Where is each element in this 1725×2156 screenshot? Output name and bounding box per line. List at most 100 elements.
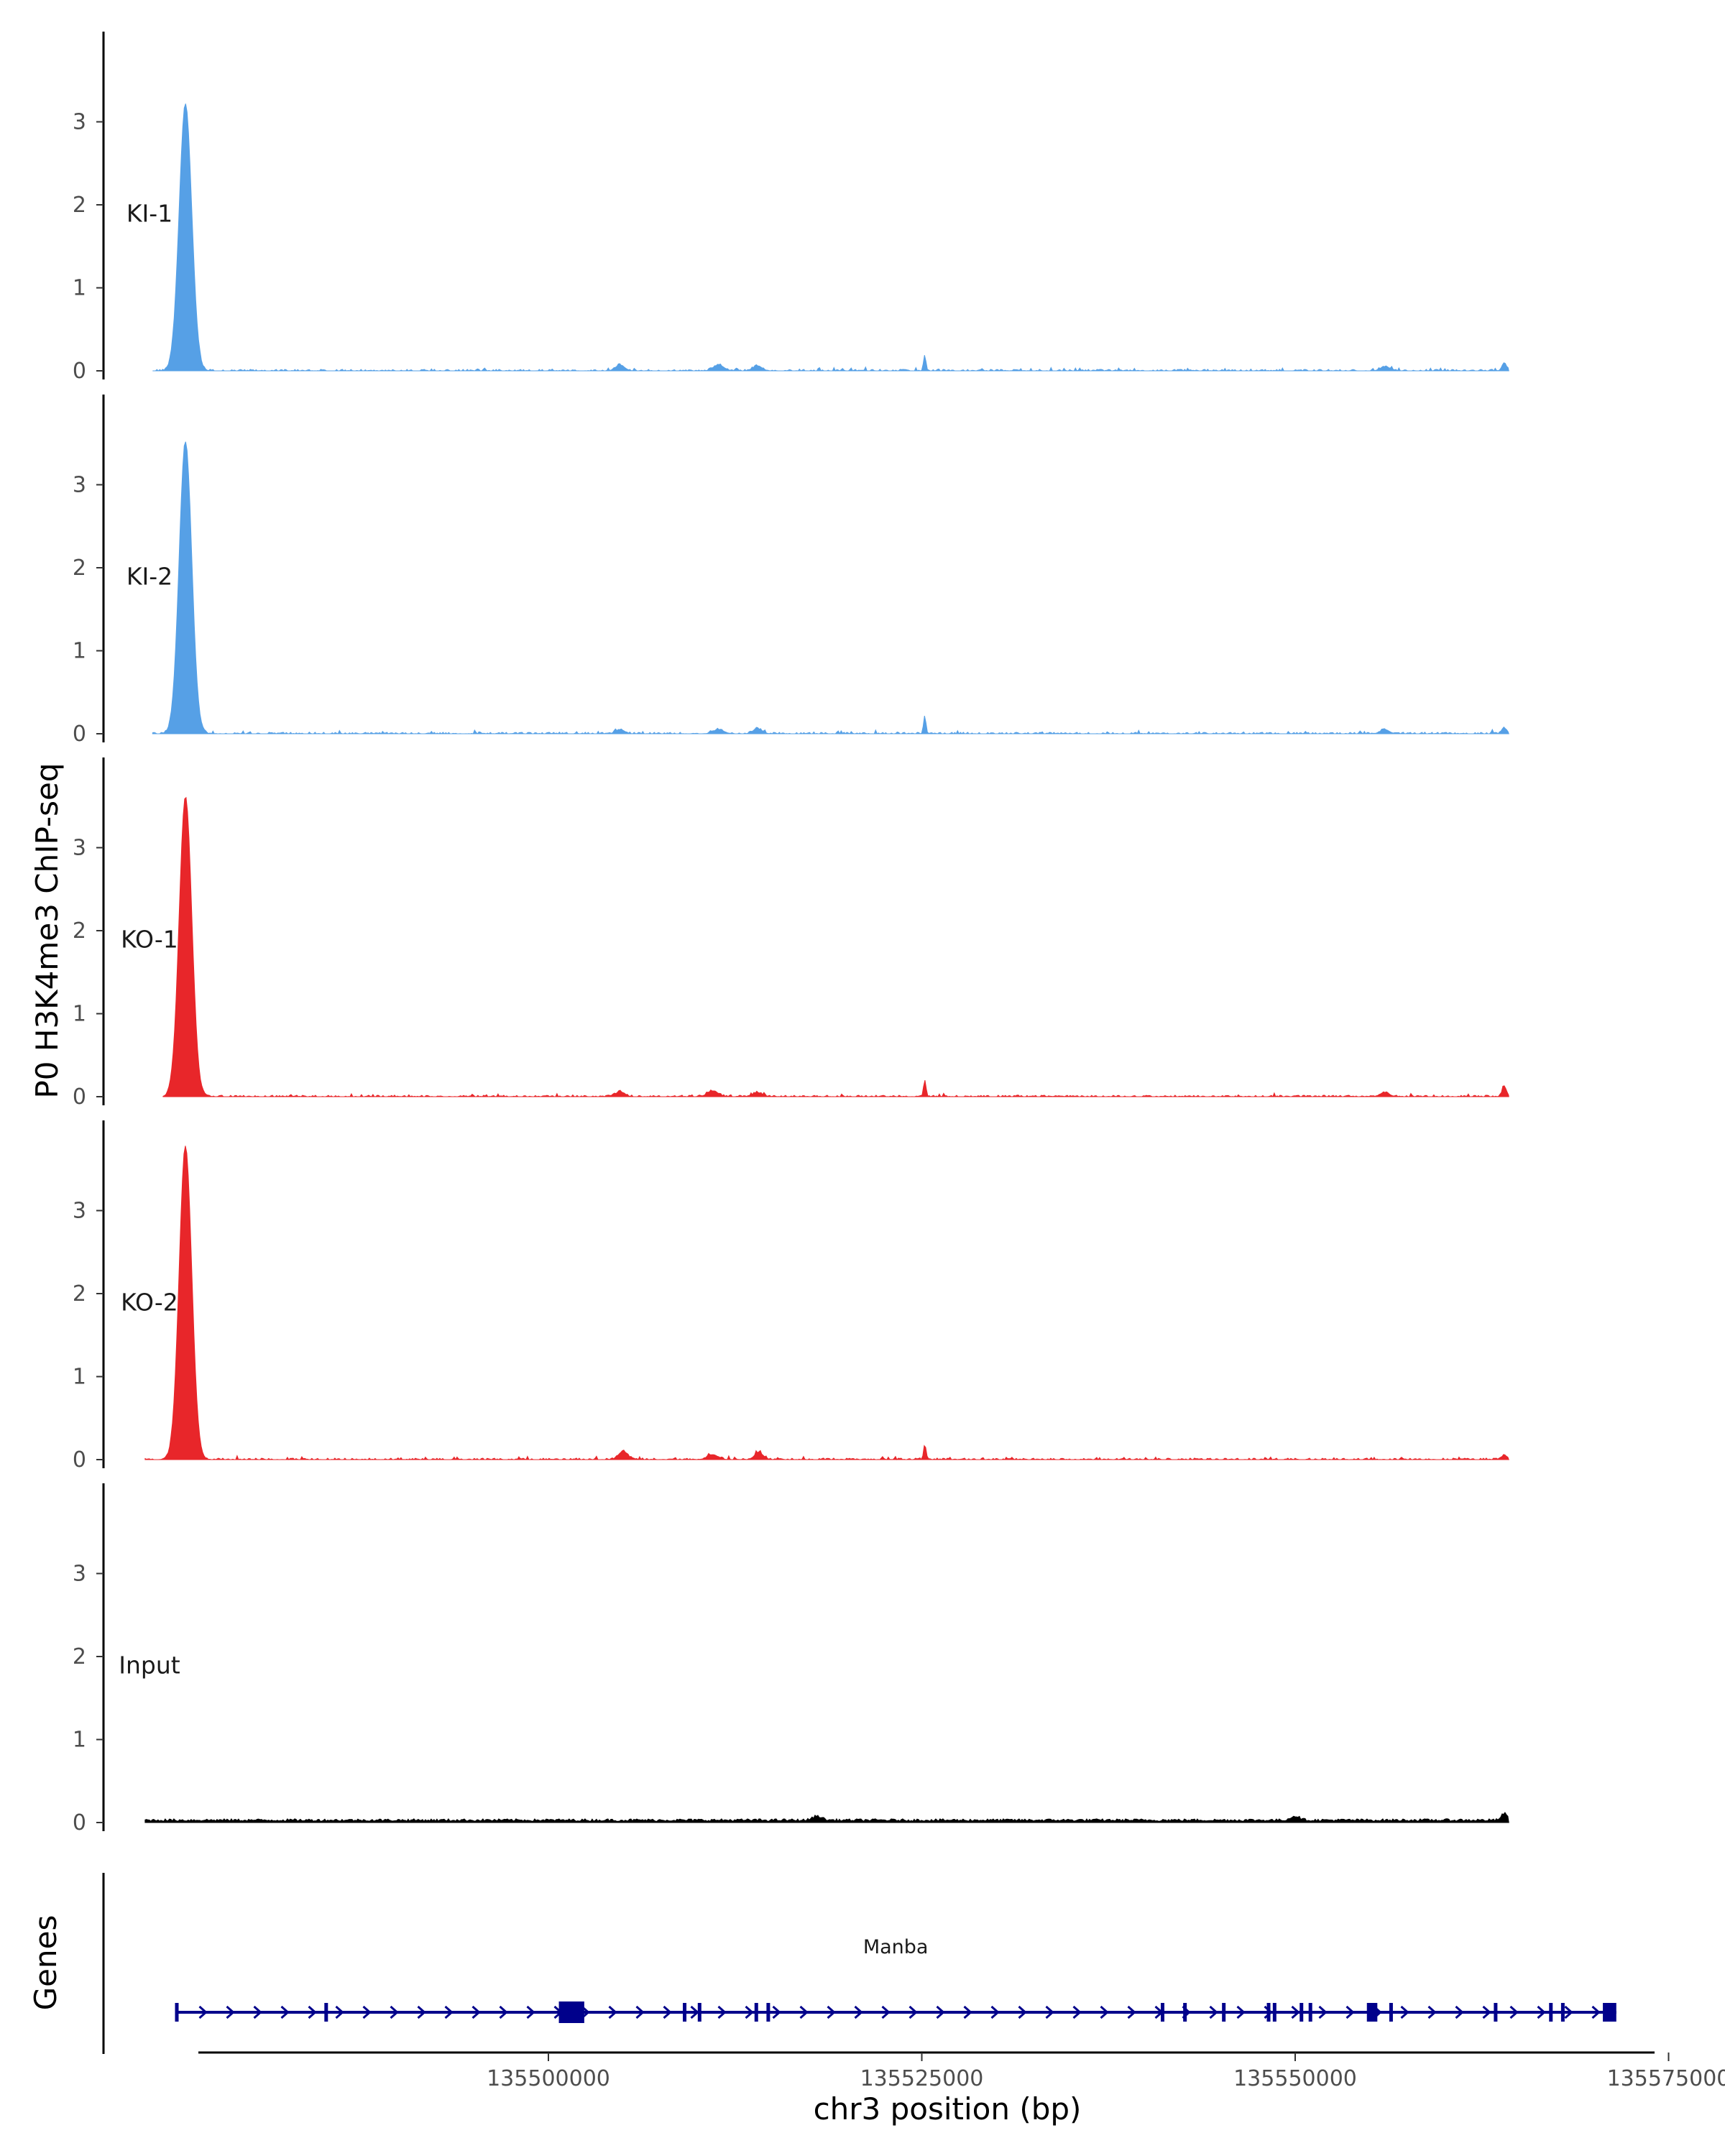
strand-arrow — [1264, 2005, 1273, 2019]
x-axis-title: chr3 position (bp) — [814, 2091, 1082, 2127]
gene-exon — [754, 2003, 758, 2022]
strand-arrow — [472, 2005, 481, 2019]
y-tick-label: 2 — [73, 556, 86, 581]
gene-exon — [1160, 2003, 1164, 2022]
y-tick-label: 1 — [73, 276, 86, 301]
strand-arrow — [799, 2005, 809, 2019]
strand-arrow — [881, 2005, 891, 2019]
track-panel-ko-2: 0 1 2 3 KO-2 — [73, 1120, 1509, 1473]
tracks-layer: 0 1 2 3 KI-1 0 1 2 3 KI-2 0 1 2 3 KO-1 0 1 2 3 KO-2 0 1 2 3 Inpu… — [73, 32, 1509, 1835]
track-panel-input: 0 1 2 3 Input — [73, 1483, 1509, 1835]
peak-point — [718, 729, 719, 730]
gene-exon — [324, 2003, 328, 2022]
strand-arrow — [854, 2005, 863, 2019]
peak-point — [1384, 1092, 1385, 1093]
gene-exon — [1366, 2003, 1378, 2022]
strand-arrow — [608, 2005, 617, 2019]
peak-point — [924, 715, 925, 716]
signal-area-ko-1 — [162, 796, 1509, 1097]
strand-arrow — [1127, 2005, 1136, 2019]
peak-point — [1295, 1818, 1296, 1819]
peak-point — [817, 1818, 818, 1819]
y-tick-label: 3 — [73, 1562, 86, 1587]
signal-area-ki-1 — [152, 103, 1509, 372]
strand-arrow — [827, 2005, 836, 2019]
gene-exon — [1389, 2003, 1393, 2022]
gene-panel: Manba Genes — [28, 1873, 1616, 2054]
strand-arrow — [253, 2005, 262, 2019]
y-tick-label: 2 — [73, 1281, 86, 1307]
gene-exon — [1308, 2003, 1312, 2022]
y-tick-label: 3 — [73, 110, 86, 135]
gene-exon — [1300, 2003, 1304, 2022]
strand-arrow — [1291, 2005, 1300, 2019]
strand-arrow — [1509, 2005, 1519, 2019]
x-axis: chr3 position (bp) 135500000 135525000 135… — [198, 2051, 1725, 2127]
y-tick-label: 2 — [73, 193, 86, 218]
strand-arrow — [1045, 2005, 1054, 2019]
strand-arrow — [990, 2005, 1000, 2019]
strand-arrow — [1591, 2005, 1601, 2019]
track-panel-ko-1: 0 1 2 3 KO-1 — [73, 757, 1509, 1110]
strand-arrow — [1537, 2005, 1546, 2019]
strand-arrow — [308, 2005, 317, 2019]
strand-arrow — [444, 2005, 454, 2019]
strand-arrow — [663, 2005, 672, 2019]
strand-arrow — [717, 2005, 727, 2019]
y-tick-label: 2 — [73, 918, 86, 944]
strand-arrow — [1236, 2005, 1246, 2019]
track-label: KI-2 — [126, 563, 172, 591]
gene-exon — [1494, 2003, 1498, 2022]
track-label: KO-1 — [121, 926, 178, 954]
gene-name-label: Manba — [863, 1936, 929, 1958]
y-tick-label: 3 — [73, 1199, 86, 1224]
track-panel-ki-2: 0 1 2 3 KI-2 — [73, 395, 1509, 747]
track-label: KO-2 — [121, 1289, 178, 1317]
gene-exon — [1549, 2003, 1553, 2022]
signal-area-ko-2 — [144, 1146, 1509, 1460]
track-panel-ki-1: 0 1 2 3 KI-1 — [73, 32, 1509, 384]
strand-arrow — [1455, 2005, 1464, 2019]
gene-exon — [558, 2001, 584, 2023]
y-tick-label: 1 — [73, 1365, 86, 1390]
peak-point — [622, 1451, 623, 1452]
track-label: Input — [119, 1651, 180, 1680]
strand-arrow — [936, 2005, 945, 2019]
y-tick-label: 3 — [73, 836, 86, 861]
strand-arrow — [499, 2005, 508, 2019]
peak-point — [757, 1092, 758, 1093]
peak-point — [1384, 729, 1385, 730]
strand-arrow — [417, 2005, 426, 2019]
peak-point — [758, 1452, 759, 1453]
x-tick-label: 135500000 — [487, 2066, 610, 2091]
gene-exon — [1603, 2003, 1616, 2022]
gene-exon — [683, 2003, 687, 2022]
y-tick-label: 0 — [73, 1447, 86, 1473]
x-tick-label: 135525000 — [860, 2066, 984, 2091]
peak-point — [185, 441, 186, 442]
y-tick-label: 1 — [73, 1002, 86, 1027]
strand-arrow — [198, 2005, 208, 2019]
strand-arrow — [1427, 2005, 1437, 2019]
peak-point — [924, 355, 925, 356]
y-tick-label: 2 — [73, 1644, 86, 1669]
signal-area-input — [144, 1812, 1509, 1823]
strand-arrow — [1209, 2005, 1218, 2019]
strand-arrow — [1564, 2005, 1573, 2019]
strand-arrow — [1400, 2005, 1409, 2019]
strand-arrow — [1018, 2005, 1027, 2019]
gene-exon — [766, 2003, 770, 2022]
y-tick-label: 1 — [73, 639, 86, 664]
strand-arrow — [1100, 2005, 1109, 2019]
strand-arrow — [1482, 2005, 1491, 2019]
strand-arrow — [635, 2005, 645, 2019]
strand-arrow — [280, 2005, 290, 2019]
x-tick-label: 135550000 — [1233, 2066, 1357, 2091]
y-tick-label: 0 — [73, 722, 86, 747]
strand-arrow — [362, 2005, 372, 2019]
gene-exon — [1560, 2003, 1565, 2022]
strand-arrow — [690, 2005, 699, 2019]
strand-arrow — [1318, 2005, 1328, 2019]
strand-arrow — [745, 2005, 754, 2019]
